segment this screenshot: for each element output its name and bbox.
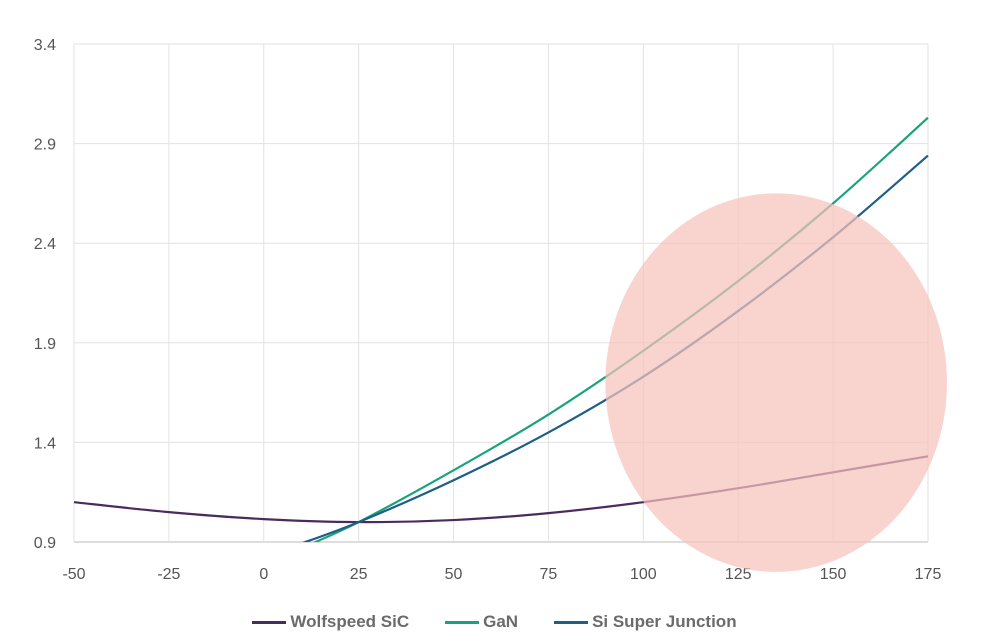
x-tick-label: 75 [540, 566, 558, 583]
legend-swatch [554, 620, 589, 624]
y-tick-label: 0.9 [34, 535, 56, 552]
x-tick-label: 150 [820, 566, 847, 583]
x-tick-label: -25 [157, 566, 180, 583]
y-tick-label: 1.9 [34, 336, 56, 353]
legend-item-gan: GaN [445, 612, 518, 632]
x-tick-label: 100 [630, 566, 657, 583]
legend-label: Si Super Junction [592, 612, 737, 631]
x-tick-label: 25 [350, 566, 368, 583]
legend-swatch [445, 620, 480, 624]
x-tick-label: 50 [445, 566, 463, 583]
legend-item-wolfspeed-sic: Wolfspeed SiC [252, 612, 409, 632]
legend-swatch [252, 620, 287, 624]
legend-label: Wolfspeed SiC [290, 612, 410, 631]
x-tick-label: 175 [915, 566, 942, 583]
x-tick-label: 0 [259, 566, 268, 583]
y-tick-label: 2.4 [34, 236, 56, 253]
x-tick-label: 125 [725, 566, 752, 583]
y-tick-label: 2.9 [34, 137, 56, 154]
legend-item-si-super-junction: Si Super Junction [554, 612, 737, 632]
x-tick-label: -50 [62, 566, 85, 583]
legend: Wolfspeed SiC GaN Si Super Junction [0, 612, 989, 632]
legend-label: GaN [483, 612, 519, 631]
y-tick-label: 1.4 [34, 435, 56, 452]
y-tick-label: 3.4 [34, 37, 56, 54]
highlight-ellipse [605, 193, 947, 572]
